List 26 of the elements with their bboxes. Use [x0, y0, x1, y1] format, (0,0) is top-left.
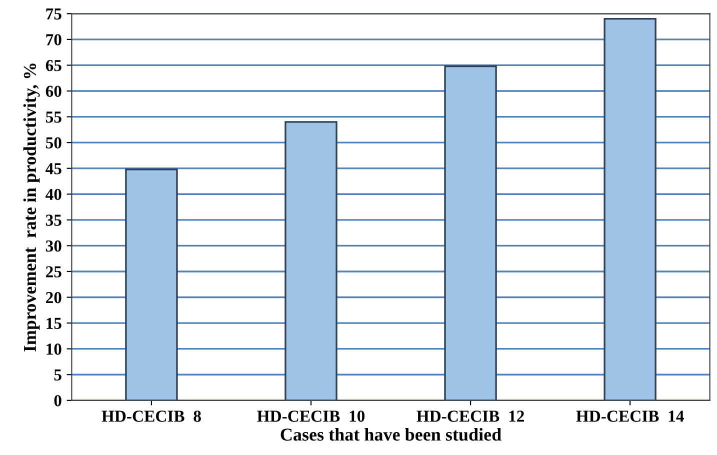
bar [125, 168, 178, 400]
y-tick-label: 10 [46, 344, 62, 355]
bar [284, 121, 338, 400]
y-tick-label: 70 [46, 34, 62, 46]
y-tick-label: 0 [54, 395, 62, 406]
bar [604, 18, 656, 400]
x-axis-title: Cases that have been studied [280, 428, 502, 441]
x-tick-label: HD-CECIB 12 [416, 410, 524, 422]
x-tick-label: HD-CECIB 10 [257, 410, 365, 422]
y-tick-label: 55 [46, 112, 62, 123]
x-tick-label: HD-CECIB 8 [102, 410, 201, 422]
y-tick-label: 30 [46, 240, 62, 252]
y-tick-label: 65 [46, 60, 62, 72]
y-tick-label: 40 [46, 188, 62, 200]
bar [444, 65, 497, 400]
y-tick-label: 50 [46, 137, 62, 149]
y-tick-label: 20 [46, 292, 62, 304]
y-tick-label: 60 [46, 86, 62, 97]
y-tick-label: 45 [46, 163, 62, 174]
y-tick-label: 75 [46, 8, 62, 20]
y-tick-label: 35 [46, 214, 62, 226]
y-tick-label: 5 [54, 369, 62, 381]
x-tick-label: HD-CECIB 14 [576, 410, 684, 422]
y-tick-label: 15 [46, 318, 62, 329]
y-tick-label: 25 [46, 266, 62, 278]
y-axis-title: Improvement rate in productivity, % [23, 64, 40, 352]
